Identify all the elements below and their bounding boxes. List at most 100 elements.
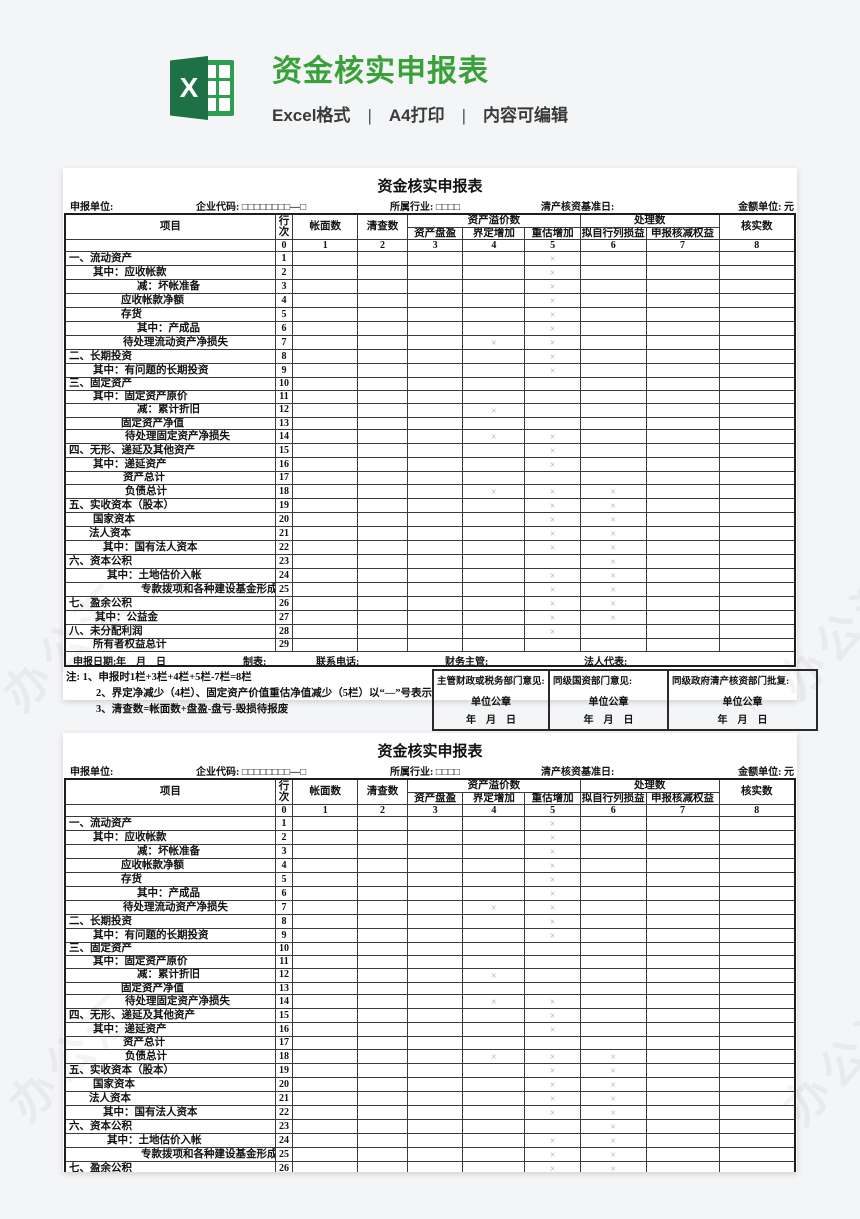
data-cell <box>357 844 408 859</box>
data-cell <box>579 279 647 294</box>
table-row: 应收帐款净额 4 × <box>64 858 796 873</box>
cross-mark: × <box>549 875 556 886</box>
data-cell <box>718 471 796 485</box>
data-cell <box>645 457 720 473</box>
row-number: 6 <box>274 886 294 901</box>
table-row: 四、无形、递延及其他资产 15 × <box>64 443 796 459</box>
data-cell <box>718 886 796 901</box>
table-row: 法人资本 21 × × <box>64 526 796 541</box>
col-header-item: 项目 <box>64 213 276 240</box>
cross-mark: × <box>549 1080 556 1091</box>
data-cell <box>292 1049 359 1064</box>
cross-mark: × <box>610 1136 616 1147</box>
row-label: 减：坏帐准备 <box>64 279 276 294</box>
row-number: 4 <box>274 293 294 308</box>
table-row: 负债总计 18 × × × <box>64 484 796 499</box>
data-cell <box>718 872 796 887</box>
data-cell <box>645 942 720 956</box>
row-number: 12 <box>274 402 294 418</box>
seal-date-label: 年 月 日 <box>466 714 516 726</box>
data-cell <box>579 443 647 459</box>
table-row: 三、固定资产 10 <box>64 377 796 391</box>
data-cell <box>718 981 796 996</box>
cross-mark: × <box>610 1150 616 1161</box>
data-cell: × <box>524 872 581 887</box>
cross-mark: × <box>491 487 497 498</box>
cross-mark: × <box>549 903 556 914</box>
declare-date-row: 申报日期: 年 月 日 制表: 联系电话: 财务主管: 法人代表: <box>64 650 796 667</box>
data-cell <box>462 816 526 831</box>
opinion-box-label: 主管财政或税务部门意见: <box>437 676 545 687</box>
col-header-check-value: 清查数 <box>357 213 408 240</box>
data-cell: × <box>524 610 581 625</box>
col-number: 1 <box>292 239 359 252</box>
sheet-table-body: 一、流动资产 1 × 其中：应收帐款 2 × 减：坏帐准备 3 × 应收帐款净额 4 × 存货 5 × 其中：… <box>64 251 796 652</box>
row-number: 19 <box>274 498 294 513</box>
table-row: 二、长期投资 8 × <box>64 914 796 929</box>
data-cell: × <box>579 526 647 541</box>
cross-mark: × <box>610 1094 616 1105</box>
data-cell <box>462 554 526 569</box>
data-cell <box>357 638 408 652</box>
data-cell <box>406 443 464 459</box>
subtitle-separator: | <box>367 106 372 125</box>
row-number: 21 <box>274 1091 294 1106</box>
row-label: 其中：有问题的长期投资 <box>64 928 276 943</box>
data-cell <box>357 568 408 583</box>
data-cell <box>406 596 464 611</box>
data-cell <box>718 830 796 845</box>
data-cell <box>462 1036 526 1050</box>
subtitle-separator: | <box>461 106 467 125</box>
table-row: 其中：产成品 6 × <box>64 886 796 901</box>
cross-mark: × <box>491 903 497 914</box>
data-cell <box>718 1091 796 1106</box>
cross-mark: × <box>549 627 556 638</box>
data-cell <box>292 1147 359 1162</box>
data-cell <box>357 1008 408 1024</box>
data-cell <box>406 402 464 418</box>
note-line-2: 2、界定净减少（4栏）、固定资产价值重估净值减少（5栏）以“—”号表示 <box>96 687 432 699</box>
data-cell <box>406 994 464 1010</box>
col-header-verified: 核实数 <box>718 778 796 805</box>
data-cell: × <box>462 994 526 1010</box>
data-cell <box>645 471 720 485</box>
row-number: 5 <box>274 872 294 887</box>
excel-x-icon: X <box>170 56 208 120</box>
data-cell <box>579 293 647 308</box>
table-row: 三、固定资产 10 <box>64 942 796 956</box>
table-row: 四、无形、递延及其他资产 15 × <box>64 1008 796 1024</box>
data-cell: × <box>524 335 581 350</box>
data-cell <box>406 1036 464 1050</box>
data-cell <box>357 471 408 485</box>
data-cell <box>292 624 359 639</box>
data-cell <box>406 858 464 873</box>
row-label: 国家资本 <box>64 1077 276 1092</box>
table-row: 所有者权益总计 29 <box>64 638 796 652</box>
table-row: 待处理固定资产净损失 14 × × <box>64 429 796 445</box>
row-number: 20 <box>274 1077 294 1092</box>
data-cell <box>718 265 796 280</box>
data-cell <box>462 1063 526 1078</box>
data-cell <box>718 900 796 915</box>
data-cell <box>645 321 720 336</box>
row-number: 12 <box>274 967 294 983</box>
data-cell <box>462 416 526 431</box>
cross-mark: × <box>610 487 616 498</box>
data-cell: × <box>524 1063 581 1078</box>
data-cell <box>524 981 581 996</box>
row-number: 24 <box>274 568 294 583</box>
data-cell <box>406 389 464 404</box>
data-cell <box>357 512 408 527</box>
table-row: 七、盈余公积 26 × × <box>64 596 796 611</box>
table-row: 六、资本公积 23 × <box>64 554 796 569</box>
col-header-reval-increase: 重估增加 <box>524 791 581 805</box>
table-row: 其中：有问题的长期投资 9 × <box>64 928 796 943</box>
data-cell <box>292 568 359 583</box>
data-cell <box>718 568 796 583</box>
data-cell <box>292 471 359 485</box>
data-cell <box>357 928 408 943</box>
data-cell <box>292 265 359 280</box>
data-cell <box>579 429 647 445</box>
cross-mark: × <box>549 432 556 444</box>
data-cell <box>645 638 720 652</box>
